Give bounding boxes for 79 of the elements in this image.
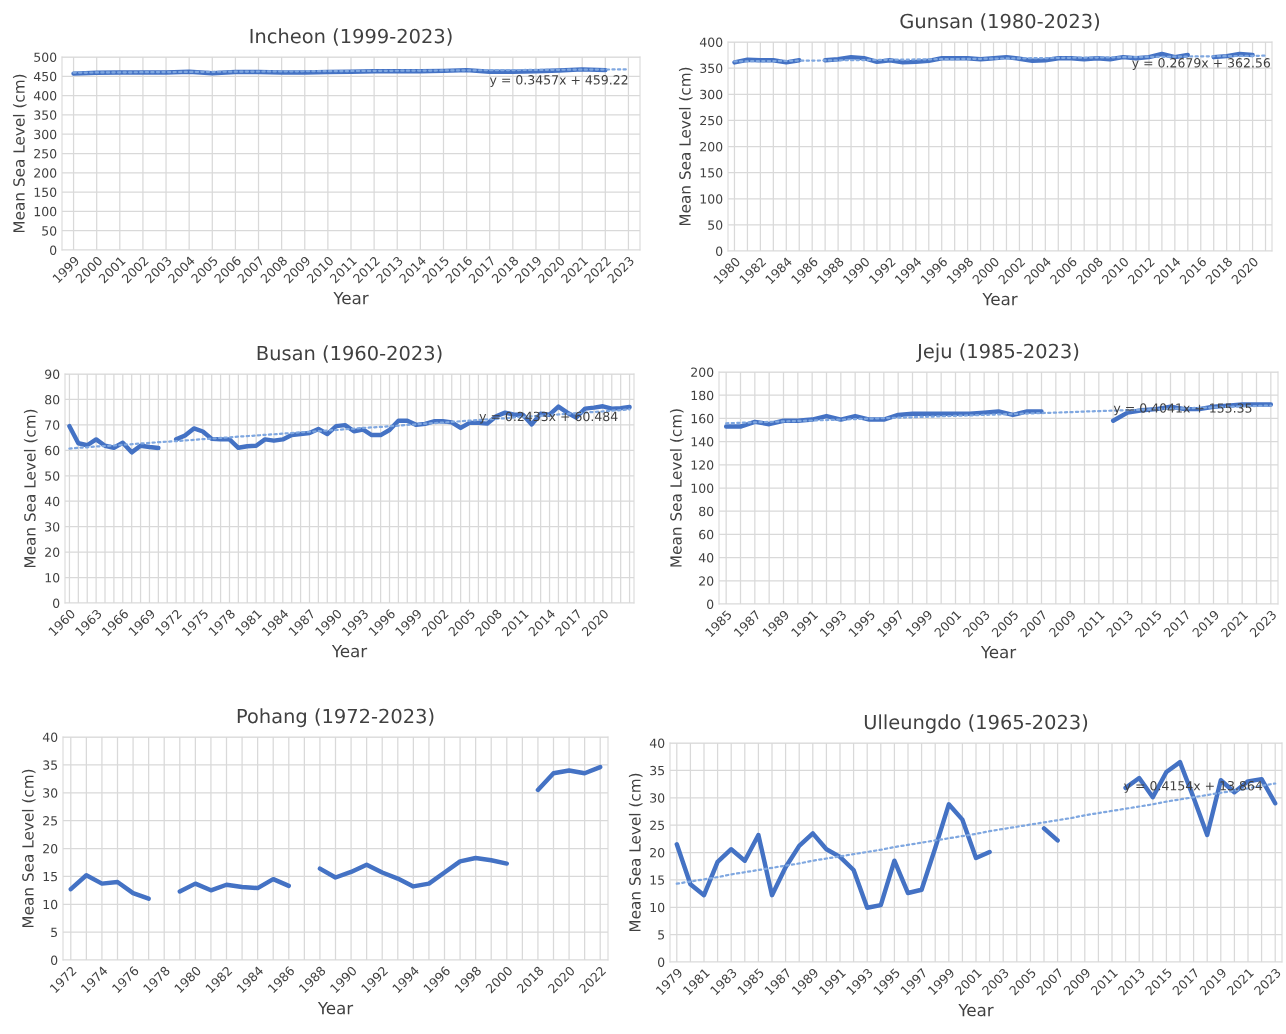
y-tick-label: 80 bbox=[699, 506, 714, 517]
y-tick-label: 10 bbox=[650, 902, 665, 913]
y-tick-label: 80 bbox=[45, 394, 60, 405]
y-tick-label: 15 bbox=[650, 875, 665, 885]
y-tick-label: 50 bbox=[42, 226, 57, 236]
y-tick-label: 25 bbox=[43, 816, 58, 826]
chart-title: Ulleungdo (1965-2023) bbox=[864, 714, 1088, 734]
x-axis-title: Year bbox=[982, 292, 1018, 306]
y-tick-label: 100 bbox=[700, 194, 723, 204]
y-tick-label: 150 bbox=[700, 168, 723, 178]
y-axis-title: Mean Sea Level (cm) bbox=[12, 74, 27, 233]
y-tick-label: 30 bbox=[43, 788, 58, 798]
y-tick-label: 70 bbox=[45, 420, 60, 430]
y-tick-label: 5 bbox=[51, 927, 58, 938]
y-tick-label: 40 bbox=[42, 732, 58, 742]
y-tick-label: 35 bbox=[43, 760, 58, 770]
x-axis-title: Year bbox=[958, 1003, 994, 1017]
y-tick-label: 60 bbox=[699, 529, 714, 540]
y-tick-label: 200 bbox=[700, 141, 723, 152]
y-tick-label: 60 bbox=[45, 445, 60, 456]
chart-title: Busan (1960-2023) bbox=[257, 345, 442, 363]
y-tick-label: 0 bbox=[716, 246, 723, 256]
annotation: y = 0.3457x + 459.22 bbox=[489, 75, 628, 87]
y-tick-label: 250 bbox=[34, 148, 57, 159]
y-tick-label: 350 bbox=[34, 110, 57, 120]
y-tick-label: 20 bbox=[650, 847, 665, 858]
y-axis-title: Mean Sea Level (cm) bbox=[628, 773, 643, 932]
y-tick-label: 90 bbox=[45, 369, 60, 379]
y-tick-label: 35 bbox=[650, 765, 665, 776]
y-tick-label: 180 bbox=[691, 390, 714, 401]
y-tick-label: 120 bbox=[691, 460, 714, 470]
y-tick-label: 40 bbox=[649, 738, 665, 748]
y-tick-label: 300 bbox=[34, 129, 57, 140]
y-tick-label: 50 bbox=[708, 220, 723, 230]
y-tick-label: 0 bbox=[53, 598, 60, 608]
chart-title: Jeju (1985-2023) bbox=[916, 343, 1079, 363]
y-tick-label: 150 bbox=[34, 187, 57, 198]
y-axis-title: Mean Sea Level (cm) bbox=[23, 409, 38, 568]
y-tick-label: 40 bbox=[698, 553, 714, 563]
y-tick-label: 20 bbox=[699, 576, 714, 586]
y-tick-label: 500 bbox=[34, 52, 57, 62]
x-axis-title: Year bbox=[980, 645, 1017, 659]
y-tick-label: 350 bbox=[700, 63, 723, 74]
x-axis-title: Year bbox=[331, 644, 368, 658]
y-tick-label: 200 bbox=[34, 168, 57, 178]
y-tick-label: 0 bbox=[658, 957, 665, 967]
y-tick-label: 50 bbox=[45, 471, 60, 481]
y-tick-label: 30 bbox=[45, 522, 60, 532]
y-tick-label: 300 bbox=[700, 89, 723, 100]
annotation: y = 0.2679x + 362.56 bbox=[1132, 58, 1271, 70]
y-tick-label: 200 bbox=[691, 367, 714, 377]
x-axis-title: Year bbox=[317, 1001, 354, 1015]
chart-title: Gunsan (1980-2023) bbox=[900, 13, 1100, 31]
chart-title: Pohang (1972-2023) bbox=[237, 708, 434, 728]
y-tick-label: 450 bbox=[33, 71, 57, 82]
y-tick-label: 140 bbox=[691, 437, 714, 447]
y-tick-label: 40 bbox=[44, 496, 60, 507]
y-tick-label: 250 bbox=[700, 115, 723, 126]
y-tick-label: 100 bbox=[34, 206, 57, 217]
y-tick-label: 5 bbox=[658, 930, 665, 940]
y-tick-label: 0 bbox=[707, 599, 714, 609]
y-tick-label: 160 bbox=[691, 413, 714, 424]
y-tick-label: 20 bbox=[43, 843, 58, 854]
y-axis-title: Mean Sea Level (cm) bbox=[678, 67, 693, 226]
y-tick-label: 400 bbox=[33, 91, 57, 101]
y-tick-label: 0 bbox=[50, 245, 57, 255]
x-axis-title: Year bbox=[333, 291, 369, 305]
y-tick-label: 15 bbox=[43, 872, 58, 882]
y-tick-label: 10 bbox=[45, 573, 60, 583]
chart-title: Incheon (1999-2023) bbox=[250, 28, 452, 46]
y-tick-label: 10 bbox=[43, 899, 58, 910]
y-tick-label: 30 bbox=[650, 793, 665, 803]
y-tick-label: 0 bbox=[51, 955, 58, 965]
y-tick-label: 20 bbox=[45, 547, 60, 558]
y-axis-title: Mean Sea Level (cm) bbox=[21, 769, 36, 928]
y-tick-label: 25 bbox=[650, 820, 665, 831]
y-tick-label: 100 bbox=[691, 483, 714, 493]
y-axis-title: Mean Sea Level (cm) bbox=[669, 409, 684, 567]
y-tick-label: 400 bbox=[699, 37, 723, 47]
